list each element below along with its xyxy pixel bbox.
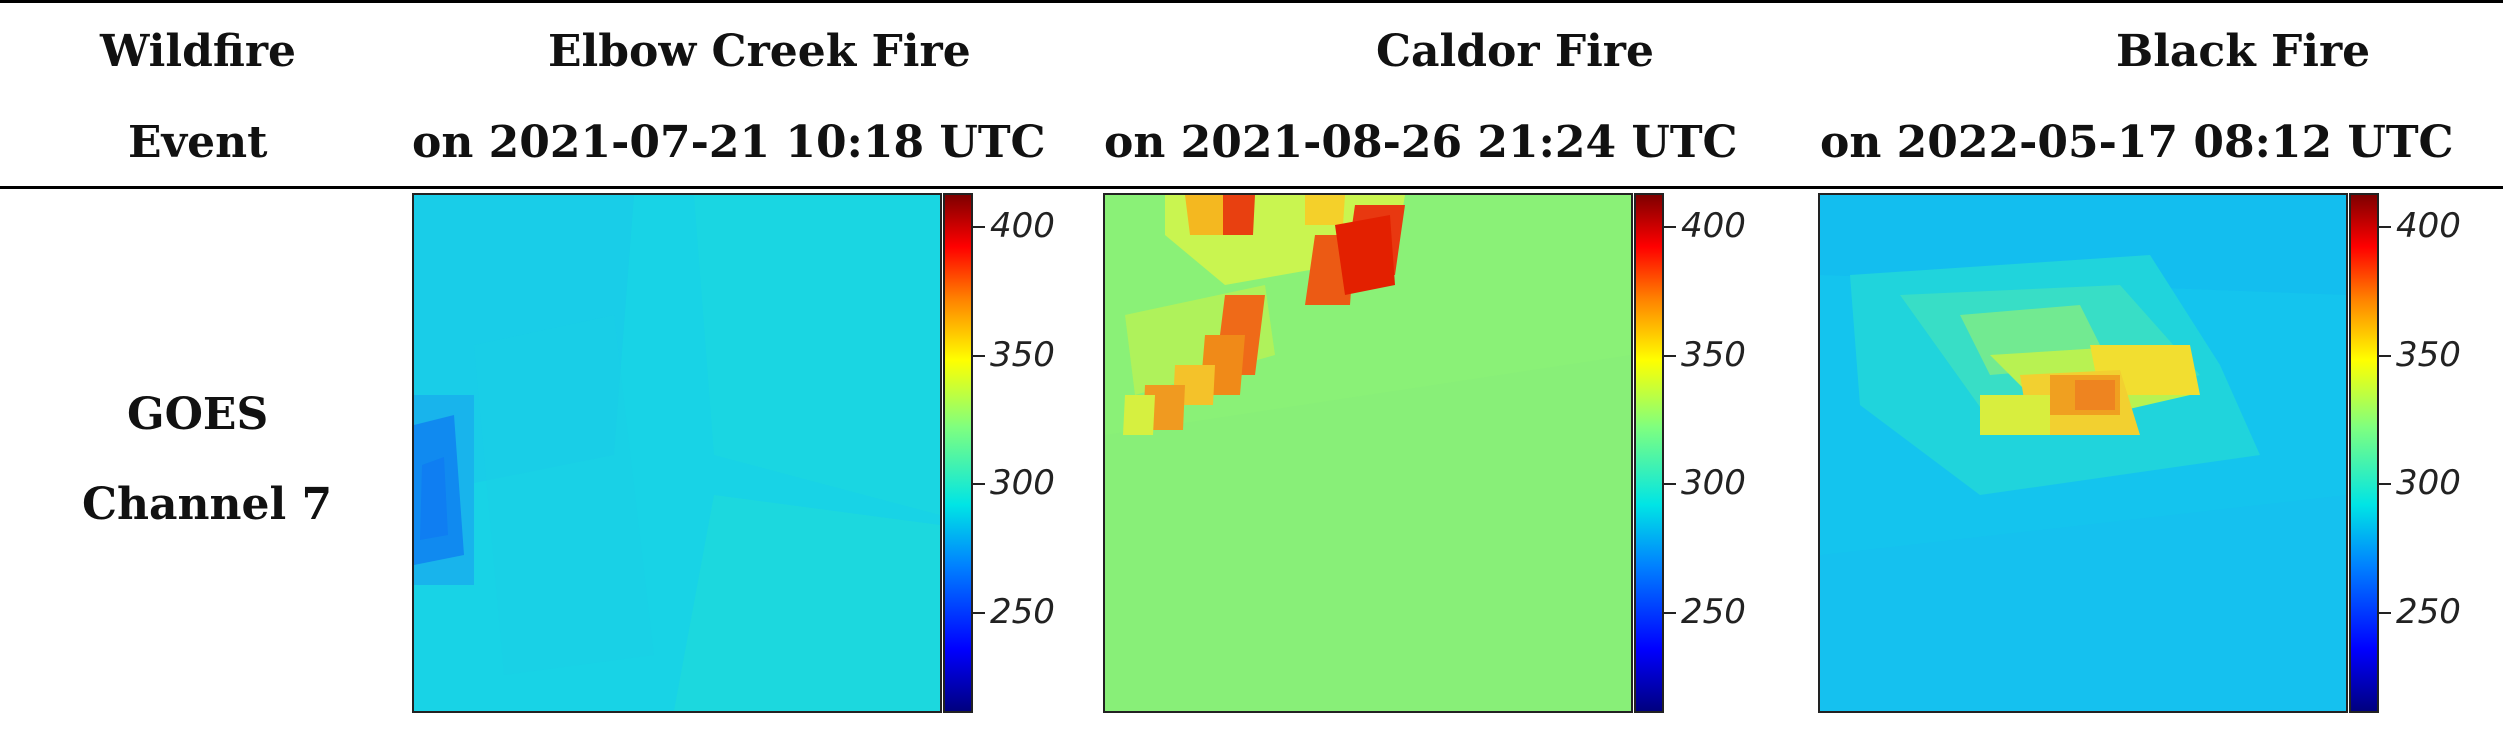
heatmap-black-image [1820,195,2346,711]
heatmap-elbow-creek [412,193,942,713]
tick-mark [973,612,985,614]
heatmap-black [1818,193,2348,713]
header-elbow-creek-date: on 2021-07-21 10:18 UTC [412,117,1046,168]
tick-350: 350 [990,335,1055,375]
tick-400: 400 [990,206,1055,246]
tick-mark [973,355,985,357]
tick-mark [2379,226,2391,228]
header-event: Event [128,117,268,168]
tick-350: 350 [2396,335,2461,375]
tick-400: 400 [1681,206,1746,246]
tick-350: 350 [1681,335,1746,375]
tick-250: 250 [990,592,1055,632]
tick-250: 250 [2396,592,2461,632]
tick-300: 300 [1681,463,1746,503]
top-rule [0,0,2503,3]
tick-mark [1664,483,1676,485]
row-label-goes: GOES [127,389,269,440]
tick-mark [2379,483,2391,485]
tick-400: 400 [2396,206,2461,246]
tick-mark [2379,612,2391,614]
colorbar-elbow-creek [943,193,973,713]
tick-mark [1664,612,1676,614]
header-rule [0,186,2503,189]
heatmap-caldor [1103,193,1633,713]
tick-mark [2379,355,2391,357]
heatmap-caldor-image [1105,195,1631,711]
tick-300: 300 [2396,463,2461,503]
header-black-title: Black Fire [2116,26,2371,77]
tick-mark [973,483,985,485]
heatmap-elbow-creek-image [414,195,940,711]
colorbar-black [2349,193,2379,713]
tick-300: 300 [990,463,1055,503]
tick-250: 250 [1681,592,1746,632]
tick-mark [1664,355,1676,357]
header-wildfire: Wildfire [100,26,297,77]
tick-mark [1664,226,1676,228]
header-black-date: on 2022-05-17 08:12 UTC [1820,117,2454,168]
tick-mark [973,226,985,228]
colorbar-caldor [1634,193,1664,713]
header-caldor-date: on 2021-08-26 21:24 UTC [1104,117,1738,168]
row-label-channel: Channel 7 [82,479,333,530]
header-elbow-creek-title: Elbow Creek Fire [548,26,971,77]
header-caldor-title: Caldor Fire [1376,26,1654,77]
